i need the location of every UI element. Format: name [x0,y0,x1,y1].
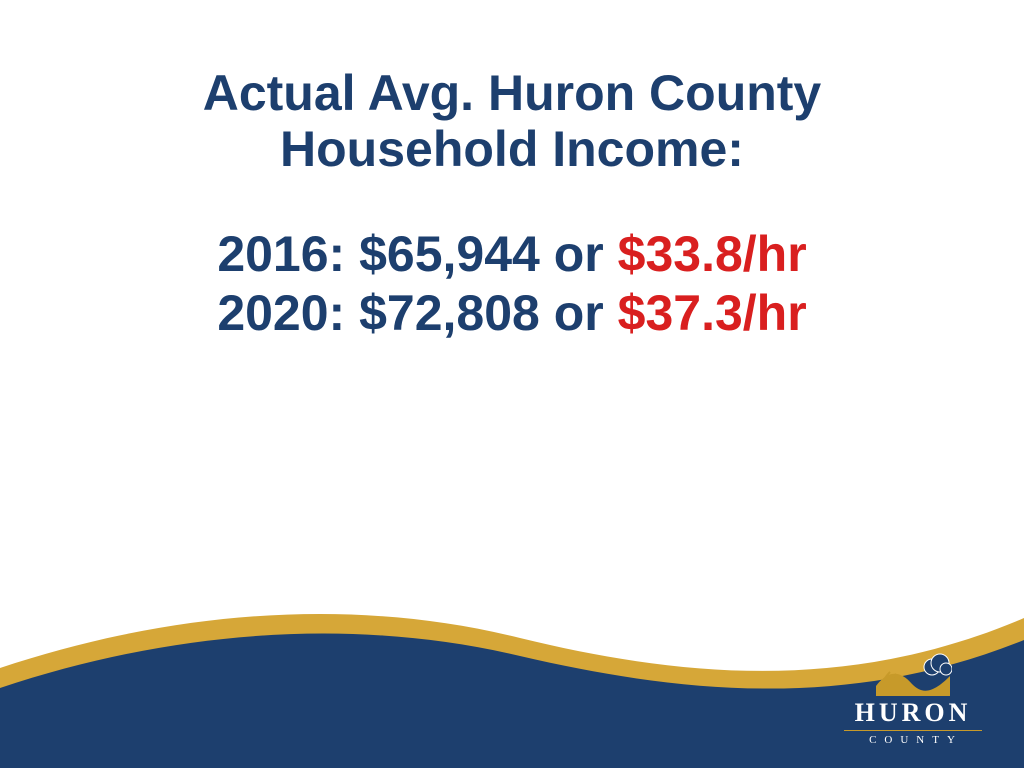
title-line-1: Actual Avg. Huron County [203,65,822,121]
logo-mark [874,646,952,696]
row-year: 2016 [217,226,328,282]
row-rate: $37.3/hr [618,285,807,341]
row-joiner: or [554,285,604,341]
row-year: 2020 [217,285,328,341]
huron-county-logo: HURON COUNTY [838,646,988,746]
logo-divider [844,730,982,731]
data-rows: 2016: $65,944 or $33.8/hr 2020: $72,808 … [0,225,1024,343]
data-row: 2016: $65,944 or $33.8/hr [0,225,1024,284]
logo-name: HURON [838,700,988,726]
slide-content: Actual Avg. Huron County Household Incom… [0,65,1024,343]
row-amount: $65,944 [359,226,540,282]
row-amount: $72,808 [359,285,540,341]
row-joiner: or [554,226,604,282]
data-row: 2020: $72,808 or $37.3/hr [0,284,1024,343]
logo-subtitle: COUNTY [838,735,988,746]
slide: Actual Avg. Huron County Household Incom… [0,0,1024,768]
slide-title: Actual Avg. Huron County Household Incom… [0,65,1024,177]
row-rate: $33.8/hr [618,226,807,282]
title-line-2: Household Income: [280,121,744,177]
